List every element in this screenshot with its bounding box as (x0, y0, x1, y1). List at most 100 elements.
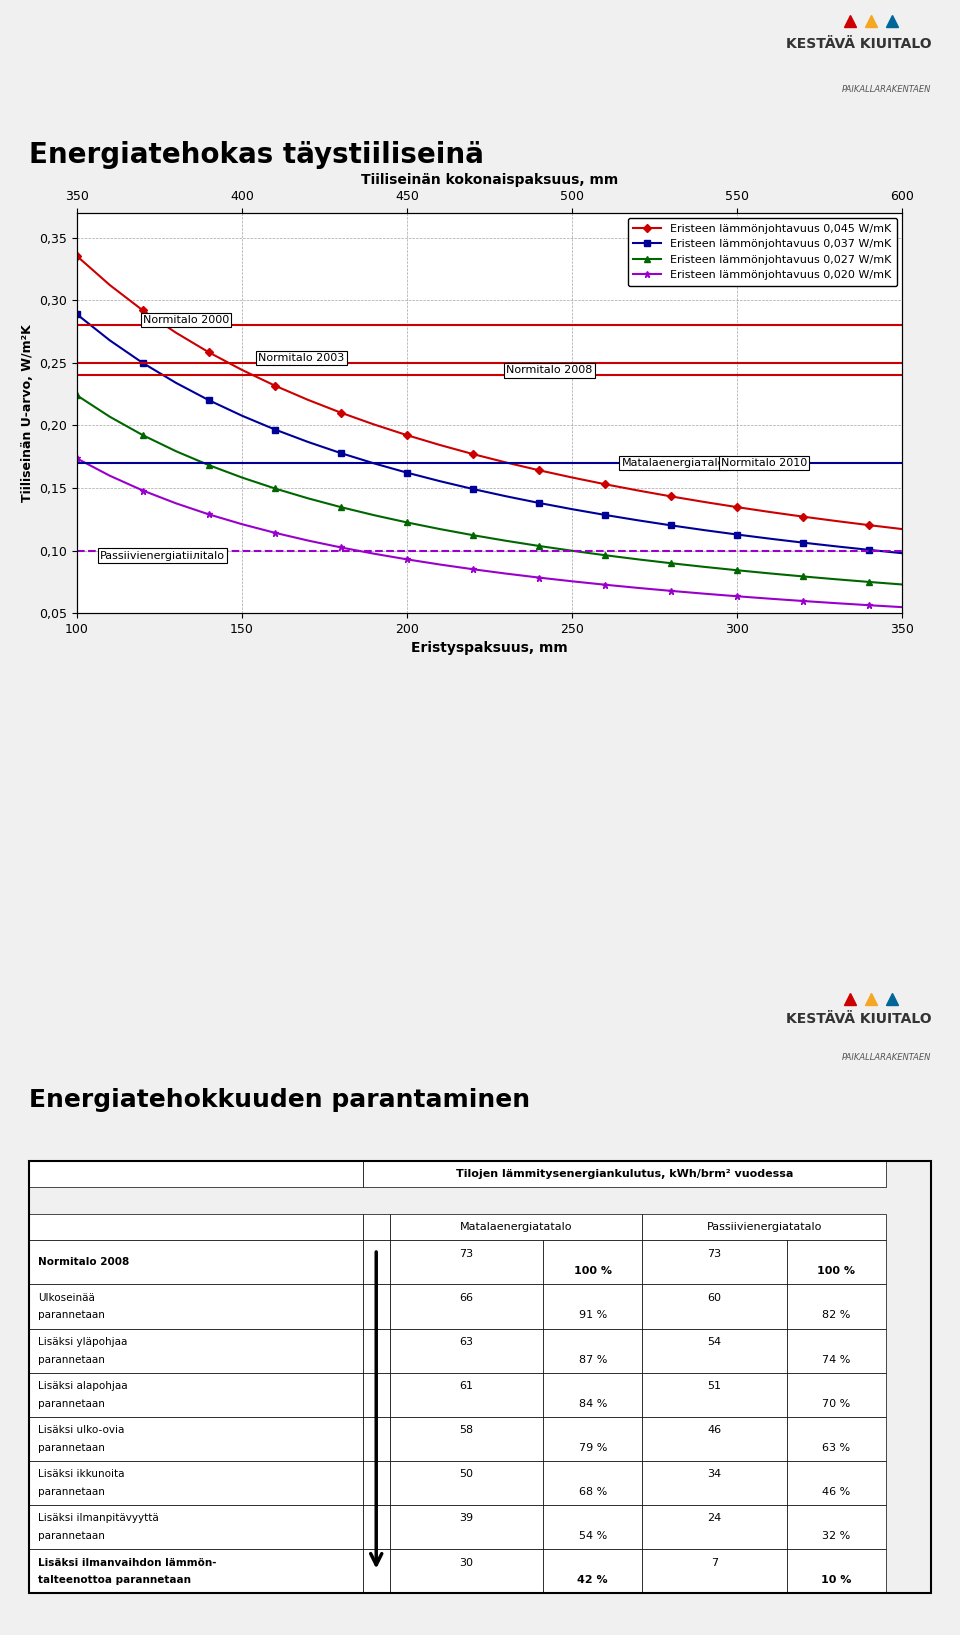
Eristeen lämmönjohtavuus 0,037 W/mK (468, 479, 479, 499)
Eristeen lämmönjohtavuus 0,027 W/mK (302, 489, 314, 508)
Bar (642, 1329, 787, 1373)
Text: Lisäksi ulko-ovia: Lisäksi ulko-ovia (37, 1426, 124, 1436)
Eristeen lämmönjohtavuus 0,045 W/mK (269, 376, 280, 396)
Text: Matalaenergiатalo: Matalaenergiатalo (622, 458, 725, 468)
Bar (642, 1213, 886, 1241)
Bar (390, 1213, 642, 1241)
Text: Normitalo 2008: Normitalo 2008 (506, 365, 592, 376)
Bar (642, 1462, 787, 1506)
Bar (642, 1418, 787, 1462)
Bar (29, 1506, 363, 1550)
Eristeen lämmönjohtavuus 0,037 W/mK (401, 463, 413, 482)
Eristeen lämmönjohtavuus 0,045 W/mK (599, 474, 611, 494)
Text: 73: 73 (708, 1249, 722, 1259)
Text: 73: 73 (460, 1249, 473, 1259)
Text: 32 %: 32 % (823, 1530, 851, 1542)
Eristeen lämmönjohtavuus 0,037 W/mK (534, 494, 545, 513)
Text: 46 %: 46 % (823, 1486, 851, 1498)
Text: 61: 61 (460, 1382, 473, 1391)
Eristeen lämmönjohtavuus 0,037 W/mK (699, 520, 710, 540)
Eristeen lämmönjohtavuus 0,020 W/mK (633, 579, 644, 598)
Eristeen lämmönjohtavuus 0,045 W/mK (468, 445, 479, 464)
Eristeen lämmönjohtavuus 0,020 W/mK (401, 549, 413, 569)
Bar (642, 1285, 787, 1329)
Eristeen lämmönjohtavuus 0,027 W/mK (732, 561, 743, 580)
Text: 63: 63 (460, 1337, 473, 1347)
Text: Tilojen lämmitysenergiankulutus, kWh/brm² vuodessa: Tilojen lämmitysenergiankulutus, kWh/brm… (456, 1169, 793, 1179)
Eristeen lämmönjohtavuus 0,037 W/mK (830, 536, 842, 556)
Text: Normitalo 2010: Normitalo 2010 (721, 458, 807, 468)
Eristeen lämmönjohtavuus 0,027 W/mK (500, 531, 512, 551)
Eristeen lämmönjohtavuus 0,045 W/mK (335, 402, 347, 422)
Eristeen lämmönjohtavuus 0,045 W/mK (170, 322, 181, 342)
Bar (363, 1213, 390, 1241)
Eristeen lämmönjohtavuus 0,020 W/mK (137, 481, 149, 500)
Text: 70 %: 70 % (823, 1398, 851, 1409)
Eristeen lämmönjohtavuus 0,037 W/mK (302, 432, 314, 451)
Eristeen lämmönjohtavuus 0,020 W/mK (897, 597, 908, 616)
Eristeen lämmönjohtavuus 0,020 W/mK (864, 595, 876, 615)
Eristeen lämmönjohtavuus 0,037 W/mK (204, 391, 215, 410)
Bar (787, 1241, 886, 1285)
Eristeen lämmönjohtavuus 0,020 W/mK (236, 515, 248, 535)
Bar (787, 1506, 886, 1550)
Eristeen lämmönjohtavuus 0,037 W/mK (369, 453, 380, 473)
Text: 91 %: 91 % (579, 1310, 607, 1321)
Bar (787, 1462, 886, 1506)
Eristeen lämmönjohtavuus 0,027 W/mK (699, 558, 710, 577)
Line: Eristeen lämmönjohtavuus 0,020 W/mK: Eristeen lämmönjohtavuus 0,020 W/mK (74, 455, 905, 610)
Text: Normitalo 2000: Normitalo 2000 (143, 316, 229, 325)
Eristeen lämmönjohtavuus 0,027 W/mK (798, 567, 809, 587)
Eristeen lämmönjohtavuus 0,037 W/mK (633, 510, 644, 530)
Bar (363, 1329, 390, 1373)
Eristeen lämmönjohtavuus 0,037 W/mK (137, 353, 149, 373)
Text: talteenottoa parannetaan: talteenottoa parannetaan (37, 1575, 191, 1586)
Text: Normitalo 2008: Normitalo 2008 (37, 1257, 129, 1267)
Text: Lisäksi yläpohjaa: Lisäksi yläpohjaa (37, 1337, 127, 1347)
Eristeen lämmönjohtavuus 0,045 W/mK (71, 247, 83, 267)
Bar (787, 1285, 886, 1329)
Eristeen lämmönjohtavuus 0,045 W/mK (500, 453, 512, 473)
Eristeen lämmönjohtavuus 0,045 W/mK (566, 468, 578, 487)
Eristeen lämmönjohtavuus 0,027 W/mK (897, 574, 908, 594)
Text: 58: 58 (460, 1426, 473, 1436)
Eristeen lämmönjohtavuus 0,027 W/mK (434, 520, 445, 540)
Text: 42 %: 42 % (578, 1575, 608, 1586)
Eristeen lämmönjohtavuus 0,020 W/mK (369, 544, 380, 564)
Bar (642, 1373, 787, 1418)
Eristeen lämmönjohtavuus 0,037 W/mK (170, 373, 181, 392)
Bar (787, 1329, 886, 1373)
Bar (390, 1550, 543, 1594)
Eristeen lämmönjohtavuus 0,020 W/mK (434, 554, 445, 574)
Text: 100 %: 100 % (818, 1265, 855, 1277)
Eristeen lämmönjohtavuus 0,027 W/mK (269, 479, 280, 499)
Eristeen lämmönjohtavuus 0,020 W/mK (599, 576, 611, 595)
Bar (363, 1161, 886, 1187)
Bar (543, 1506, 642, 1550)
Bar (363, 1462, 390, 1506)
Bar (29, 1373, 363, 1418)
X-axis label: Tiiliseinän kokonaispaksuus, mm: Tiiliseinän kokonaispaksuus, mm (361, 173, 618, 188)
Eristeen lämmönjohtavuus 0,027 W/mK (204, 456, 215, 476)
Text: 74 %: 74 % (823, 1354, 851, 1365)
Bar (363, 1373, 390, 1418)
Bar (787, 1418, 886, 1462)
Eristeen lämmönjohtavuus 0,037 W/mK (71, 304, 83, 324)
Eristeen lämmönjohtavuus 0,037 W/mK (566, 499, 578, 518)
Bar (543, 1241, 642, 1285)
Eristeen lämmönjohtavuus 0,045 W/mK (864, 515, 876, 535)
Bar (390, 1285, 543, 1329)
Eristeen lämmönjohtavuus 0,037 W/mK (500, 487, 512, 507)
Text: 7: 7 (711, 1558, 718, 1568)
Bar (543, 1373, 642, 1418)
Text: Lisäksi ilmanpitävyyttä: Lisäksi ilmanpitävyyttä (37, 1514, 158, 1524)
Eristeen lämmönjohtavuus 0,045 W/mK (830, 512, 842, 531)
Text: 63 %: 63 % (823, 1442, 851, 1454)
Bar (390, 1329, 543, 1373)
Eristeen lämmönjohtavuus 0,027 W/mK (665, 553, 677, 572)
Eristeen lämmönjohtavuus 0,045 W/mK (302, 391, 314, 410)
Bar (363, 1506, 390, 1550)
Eristeen lämmönjohtavuus 0,020 W/mK (830, 594, 842, 613)
Bar (363, 1550, 390, 1594)
Eristeen lämmönjohtavuus 0,027 W/mK (633, 549, 644, 569)
